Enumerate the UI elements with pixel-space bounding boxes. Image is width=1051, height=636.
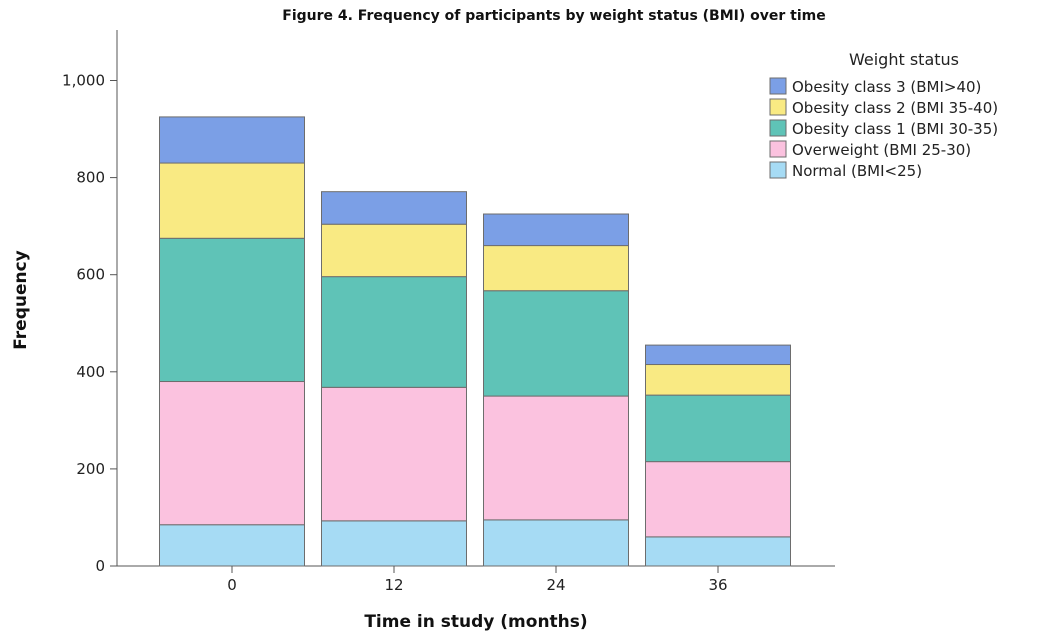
legend-swatch	[770, 99, 786, 115]
bar-segment	[322, 387, 467, 521]
legend-swatch	[770, 78, 786, 94]
legend-swatch	[770, 120, 786, 136]
bar-segment	[484, 291, 629, 396]
legend-title: Weight status	[849, 50, 959, 69]
y-tick-label: 400	[76, 363, 105, 381]
legend-label: Obesity class 3 (BMI>40)	[792, 78, 981, 96]
y-tick-label: 600	[76, 266, 105, 284]
legend: Weight status Obesity class 3 (BMI>40)Ob…	[770, 50, 998, 180]
bar-segment	[646, 462, 791, 537]
bar-segment	[646, 537, 791, 566]
x-tick-label: 12	[384, 576, 403, 594]
y-tick-label: 200	[76, 460, 105, 478]
legend-label: Obesity class 1 (BMI 30-35)	[792, 120, 998, 138]
x-tick-label: 0	[227, 576, 237, 594]
legend-label: Normal (BMI<25)	[792, 162, 922, 180]
bar-segment	[322, 192, 467, 225]
y-axis-label: Frequency	[11, 250, 31, 350]
legend-label: Obesity class 2 (BMI 35-40)	[792, 99, 998, 117]
y-axis-ticks: 0 200 400 600 800 1,000	[62, 72, 117, 576]
bar-segment	[646, 395, 791, 462]
x-axis-ticks: 0 12 24 36	[227, 566, 727, 594]
bar-segment	[160, 382, 305, 525]
bar-segment	[322, 224, 467, 276]
bar-segment	[160, 163, 305, 238]
x-tick-label: 24	[546, 576, 565, 594]
legend-items: Obesity class 3 (BMI>40) Obesity class 2 …	[770, 78, 998, 180]
bar-segment	[484, 520, 629, 566]
bars	[160, 117, 791, 566]
bar-segment	[160, 238, 305, 381]
bar-segment	[484, 246, 629, 291]
bar-segment	[646, 345, 791, 364]
x-tick-label: 36	[708, 576, 727, 594]
chart-title: Figure 4. Frequency of participants by w…	[282, 8, 825, 24]
bar-segment	[322, 521, 467, 566]
y-tick-label: 0	[95, 557, 105, 575]
legend-label: Overweight (BMI 25-30)	[792, 141, 971, 159]
legend-swatch	[770, 162, 786, 178]
legend-swatch	[770, 141, 786, 157]
y-tick-label: 800	[76, 169, 105, 187]
bar-segment	[322, 277, 467, 388]
x-axis-label: Time in study (months)	[364, 612, 587, 632]
bar-segment	[646, 365, 791, 396]
bar-segment	[484, 396, 629, 520]
y-tick-label: 1,000	[62, 72, 105, 90]
bar-segment	[160, 117, 305, 163]
bar-segment	[484, 214, 629, 246]
plot-area: 0 200 400 600 800 1,000 0 12 24 36	[62, 30, 835, 594]
bar-segment	[160, 525, 305, 566]
